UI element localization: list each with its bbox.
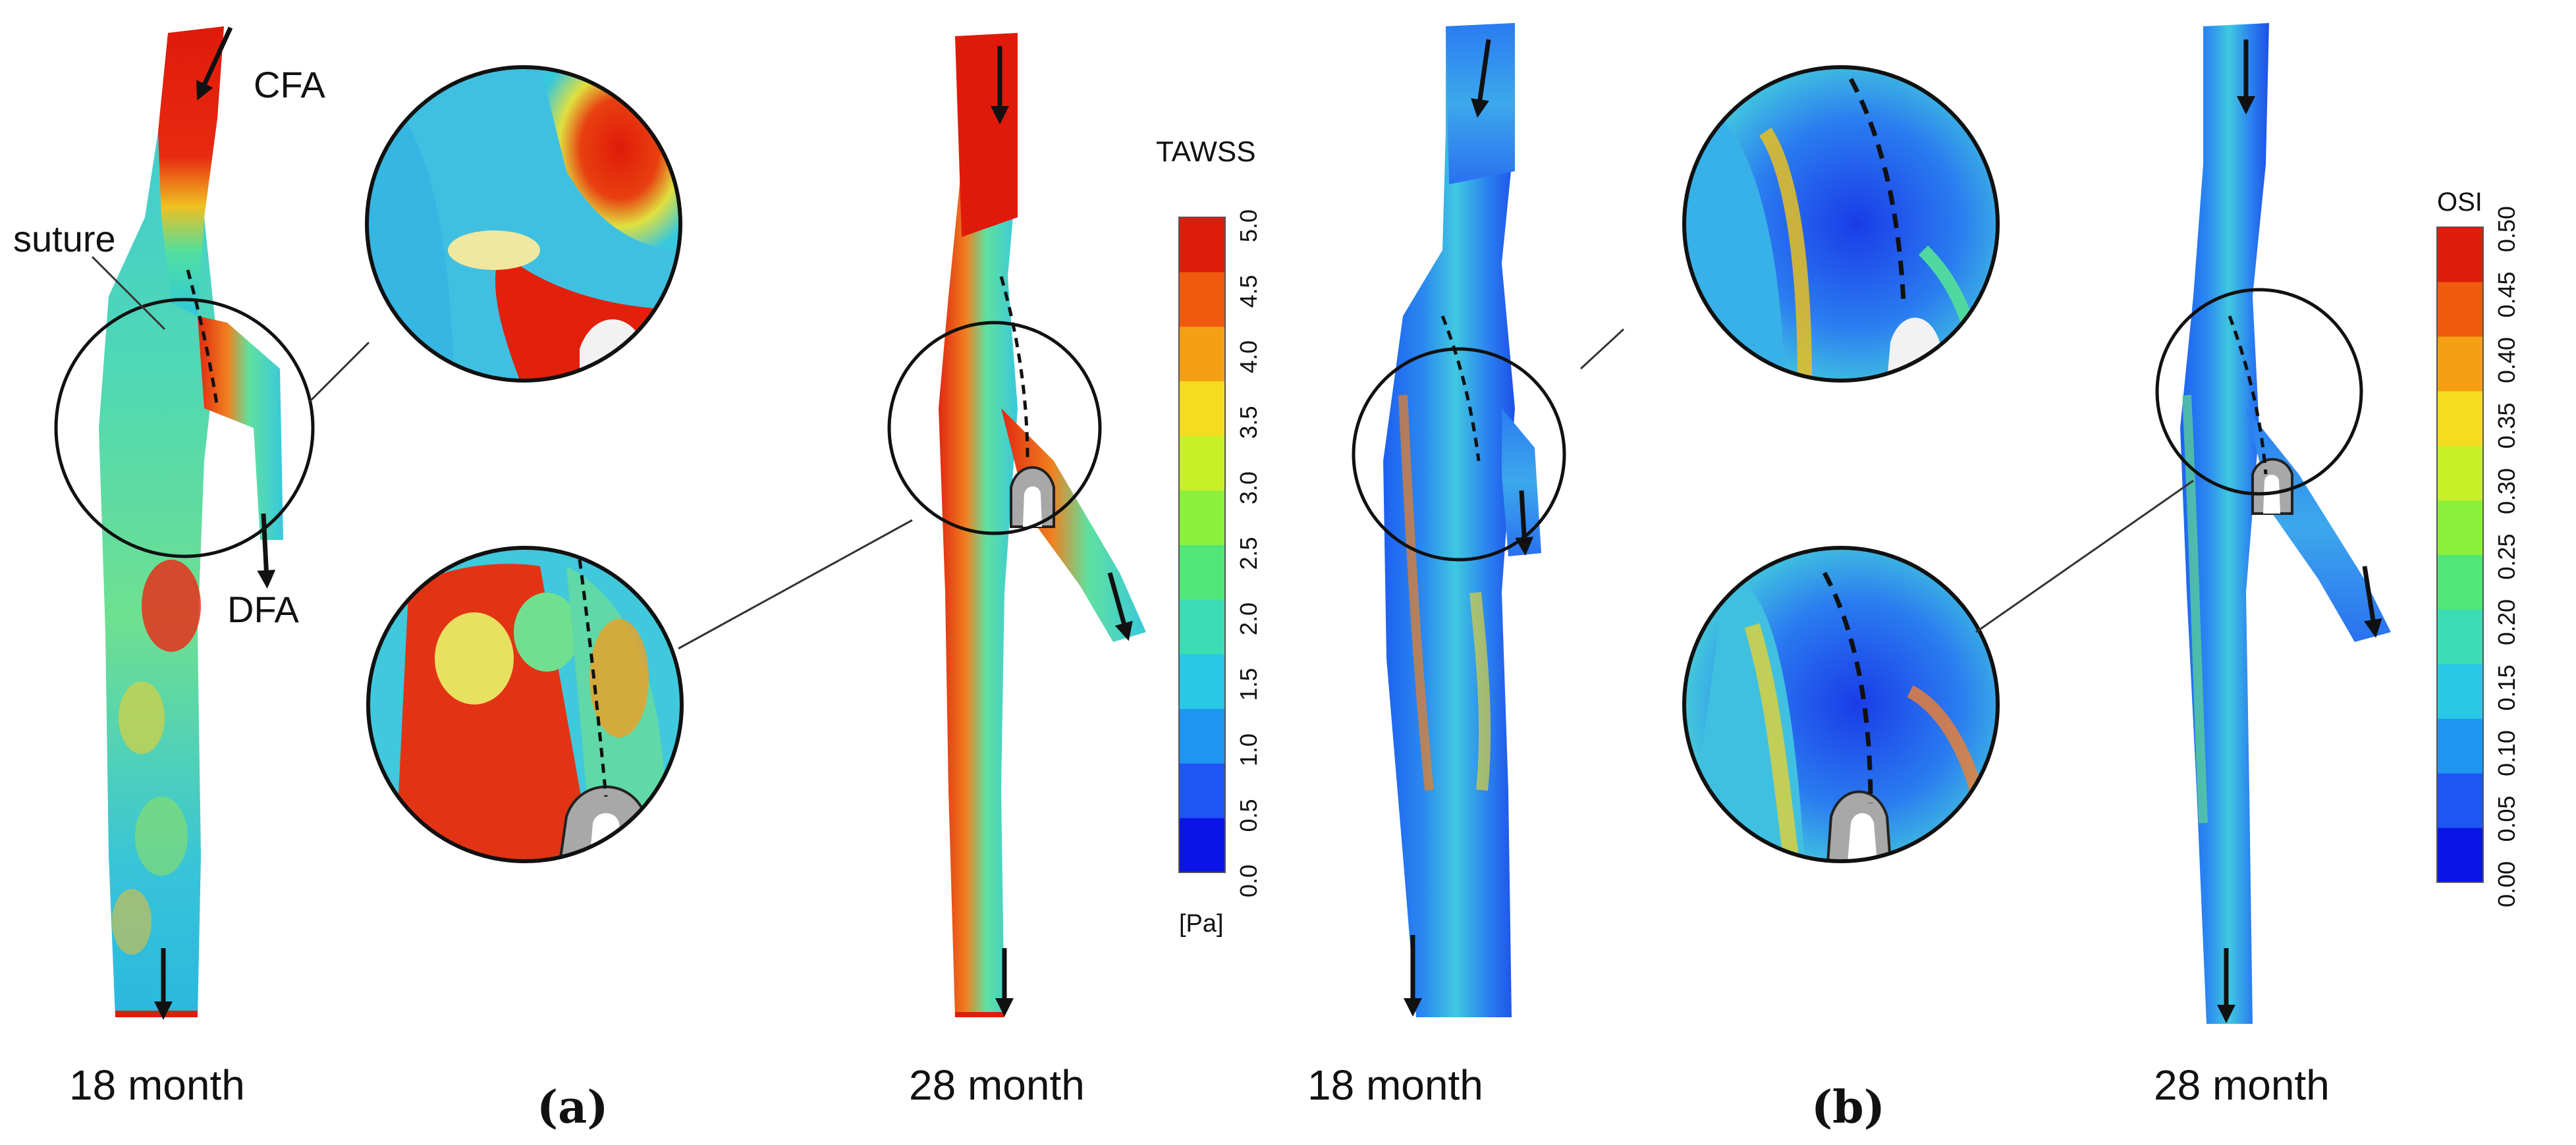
colorbar-tawss-tick-label: 3.0 xyxy=(1235,471,1262,504)
colorbar-tawss-segment xyxy=(1179,217,1225,273)
colorbar-osi-tick-label: 0.50 xyxy=(2493,206,2520,252)
highlight-circle-b-28 xyxy=(2155,288,2363,496)
colorbar-tawss-segment xyxy=(1179,599,1225,654)
colorbar-tawss-tick-label: 3.5 xyxy=(1235,406,1262,439)
vessel-model-a-18-month xyxy=(99,26,283,1017)
leader-line-b-18 xyxy=(1579,328,1625,370)
panel-b xyxy=(1352,23,2391,1024)
colorbar-tawss-tick-label: 4.0 xyxy=(1235,340,1262,373)
colorbar-osi-tick-label: 0.15 xyxy=(2493,664,2520,710)
zoom-circle-b-bottom xyxy=(1682,546,2000,863)
colorbar-osi-segment xyxy=(2437,828,2483,883)
colorbar-tawss-segment xyxy=(1179,490,1225,545)
colorbar-osi-segment xyxy=(2437,773,2483,828)
colorbar-osi-tick-label: 0.40 xyxy=(2493,337,2520,383)
zoom-circle-a-bottom xyxy=(366,546,684,863)
colorbar-osi-tick-label: 0.25 xyxy=(2493,533,2520,579)
label-suture: suture xyxy=(13,218,116,259)
highlight-circle-a-18 xyxy=(54,298,315,558)
suture-line-zoom-b-bottom xyxy=(1822,572,1873,804)
colorbar-tawss-tick-label: 0.5 xyxy=(1235,799,1262,832)
colorbar-tawss-tick-label: 1.0 xyxy=(1235,733,1262,766)
colorbar-tawss-segment xyxy=(1179,545,1225,600)
vessel-model-b-28-month xyxy=(2180,23,2391,1024)
highlight-circle-a-28 xyxy=(887,321,1102,535)
arrow-inflow-a-18 xyxy=(196,26,233,101)
suture-line-a-28 xyxy=(999,276,1029,462)
colorbar-tawss-unit: [Pa] xyxy=(1179,910,1224,938)
colorbar-osi-tick-label: 0.35 xyxy=(2493,402,2520,448)
colorbar-tawss: TAWSS 5.04.54.03.53.02.52.01.51.00.50.0 … xyxy=(1156,136,1262,938)
caption-b-28-month: 28 month xyxy=(2154,1061,2330,1109)
arrow-dfa-a-18 xyxy=(257,513,276,589)
colorbar-osi-tick-label: 0.00 xyxy=(2493,861,2520,907)
colorbar-tawss-tick-label: 1.5 xyxy=(1235,668,1262,701)
colorbar-tawss-frame xyxy=(1178,217,1226,873)
caption-b-18-month: 18 month xyxy=(1307,1061,1483,1109)
colorbar-osi-frame xyxy=(2436,226,2484,883)
colorbar-tawss-title: TAWSS xyxy=(1156,136,1256,168)
panel-label-b: (b) xyxy=(1811,1081,1885,1134)
leader-line-a-28 xyxy=(678,519,913,650)
suture-line-b-28 xyxy=(2228,315,2268,475)
suture-line-b-18 xyxy=(1440,315,1481,462)
zoom-circle-a-top xyxy=(365,65,682,383)
label-cfa: CFA xyxy=(254,64,326,105)
colorbar-osi-segment xyxy=(2437,718,2483,774)
colorbar-tawss-segment xyxy=(1179,435,1225,491)
caption-a-18-month: 18 month xyxy=(69,1061,245,1109)
colorbar-osi-segment xyxy=(2437,609,2483,664)
colorbar-tawss-segment xyxy=(1179,708,1225,764)
vessel-model-a-28-month xyxy=(939,33,1146,1017)
colorbar-osi-segment xyxy=(2437,554,2483,610)
colorbar-tawss-tick-label: 5.0 xyxy=(1235,209,1262,242)
colorbar-tawss-tick-label: 2.5 xyxy=(1235,537,1262,570)
panel-label-a: (a) xyxy=(537,1081,608,1134)
colorbar-osi-segment xyxy=(2437,500,2483,555)
colorbar-osi-tick-label: 0.30 xyxy=(2493,468,2520,514)
label-dfa: DFA xyxy=(227,589,300,630)
colorbar-tawss-tick-label: 2.0 xyxy=(1235,602,1262,635)
colorbar-osi-title: OSI xyxy=(2437,188,2482,217)
panel-a: CFA suture DFA xyxy=(13,26,1146,1020)
arrow-dfa-b-28 xyxy=(2362,566,2382,638)
highlight-circle-b-18 xyxy=(1352,347,1566,562)
colorbar-osi-segment xyxy=(2437,227,2483,282)
zoom-circle-b-top xyxy=(1682,65,2000,383)
colorbar-osi-segment xyxy=(2437,390,2483,446)
colorbar-osi-tick-label: 0.05 xyxy=(2493,795,2520,841)
colorbar-osi: OSI 0.50 0.45 0.40 0.35 0.30 0.25 0.20 0.15 0.10… xyxy=(2436,188,2520,907)
colorbar-osi-segment xyxy=(2437,281,2483,337)
colorbar-osi-segment xyxy=(2437,445,2483,501)
arrow-inflow-b-18 xyxy=(1471,39,1491,118)
colorbar-tawss-segment xyxy=(1179,271,1225,327)
colorbar-tawss-tick-label: 4.5 xyxy=(1235,275,1262,307)
vessel-model-b-18-month xyxy=(1383,23,1541,1017)
colorbar-osi-segment xyxy=(2437,664,2483,719)
colorbar-tawss-tick-label: 0.0 xyxy=(1235,865,1262,897)
colorbar-tawss-segment xyxy=(1179,654,1225,709)
colorbar-tawss-segment xyxy=(1179,326,1225,382)
colorbar-tawss-segment xyxy=(1179,818,1225,873)
colorbar-osi-tick-label: 0.20 xyxy=(2493,599,2520,645)
caption-a-28-month: 28 month xyxy=(909,1061,1085,1109)
suture-pointer xyxy=(91,255,166,331)
colorbar-tawss-segment xyxy=(1179,763,1225,818)
leader-line-a-18 xyxy=(308,341,370,403)
arrow-dfa-a-28 xyxy=(1107,572,1133,641)
leader-line-b-28 xyxy=(1975,479,2194,633)
colorbar-osi-tick-label: 0.45 xyxy=(2493,271,2520,317)
colorbar-tawss-segment xyxy=(1179,381,1225,437)
suture-line-zoom-b-top xyxy=(1848,78,1906,304)
colorbar-osi-tick-label: 0.10 xyxy=(2493,730,2520,776)
colorbar-osi-segment xyxy=(2437,336,2483,392)
suture-line-a-18 xyxy=(186,269,219,409)
